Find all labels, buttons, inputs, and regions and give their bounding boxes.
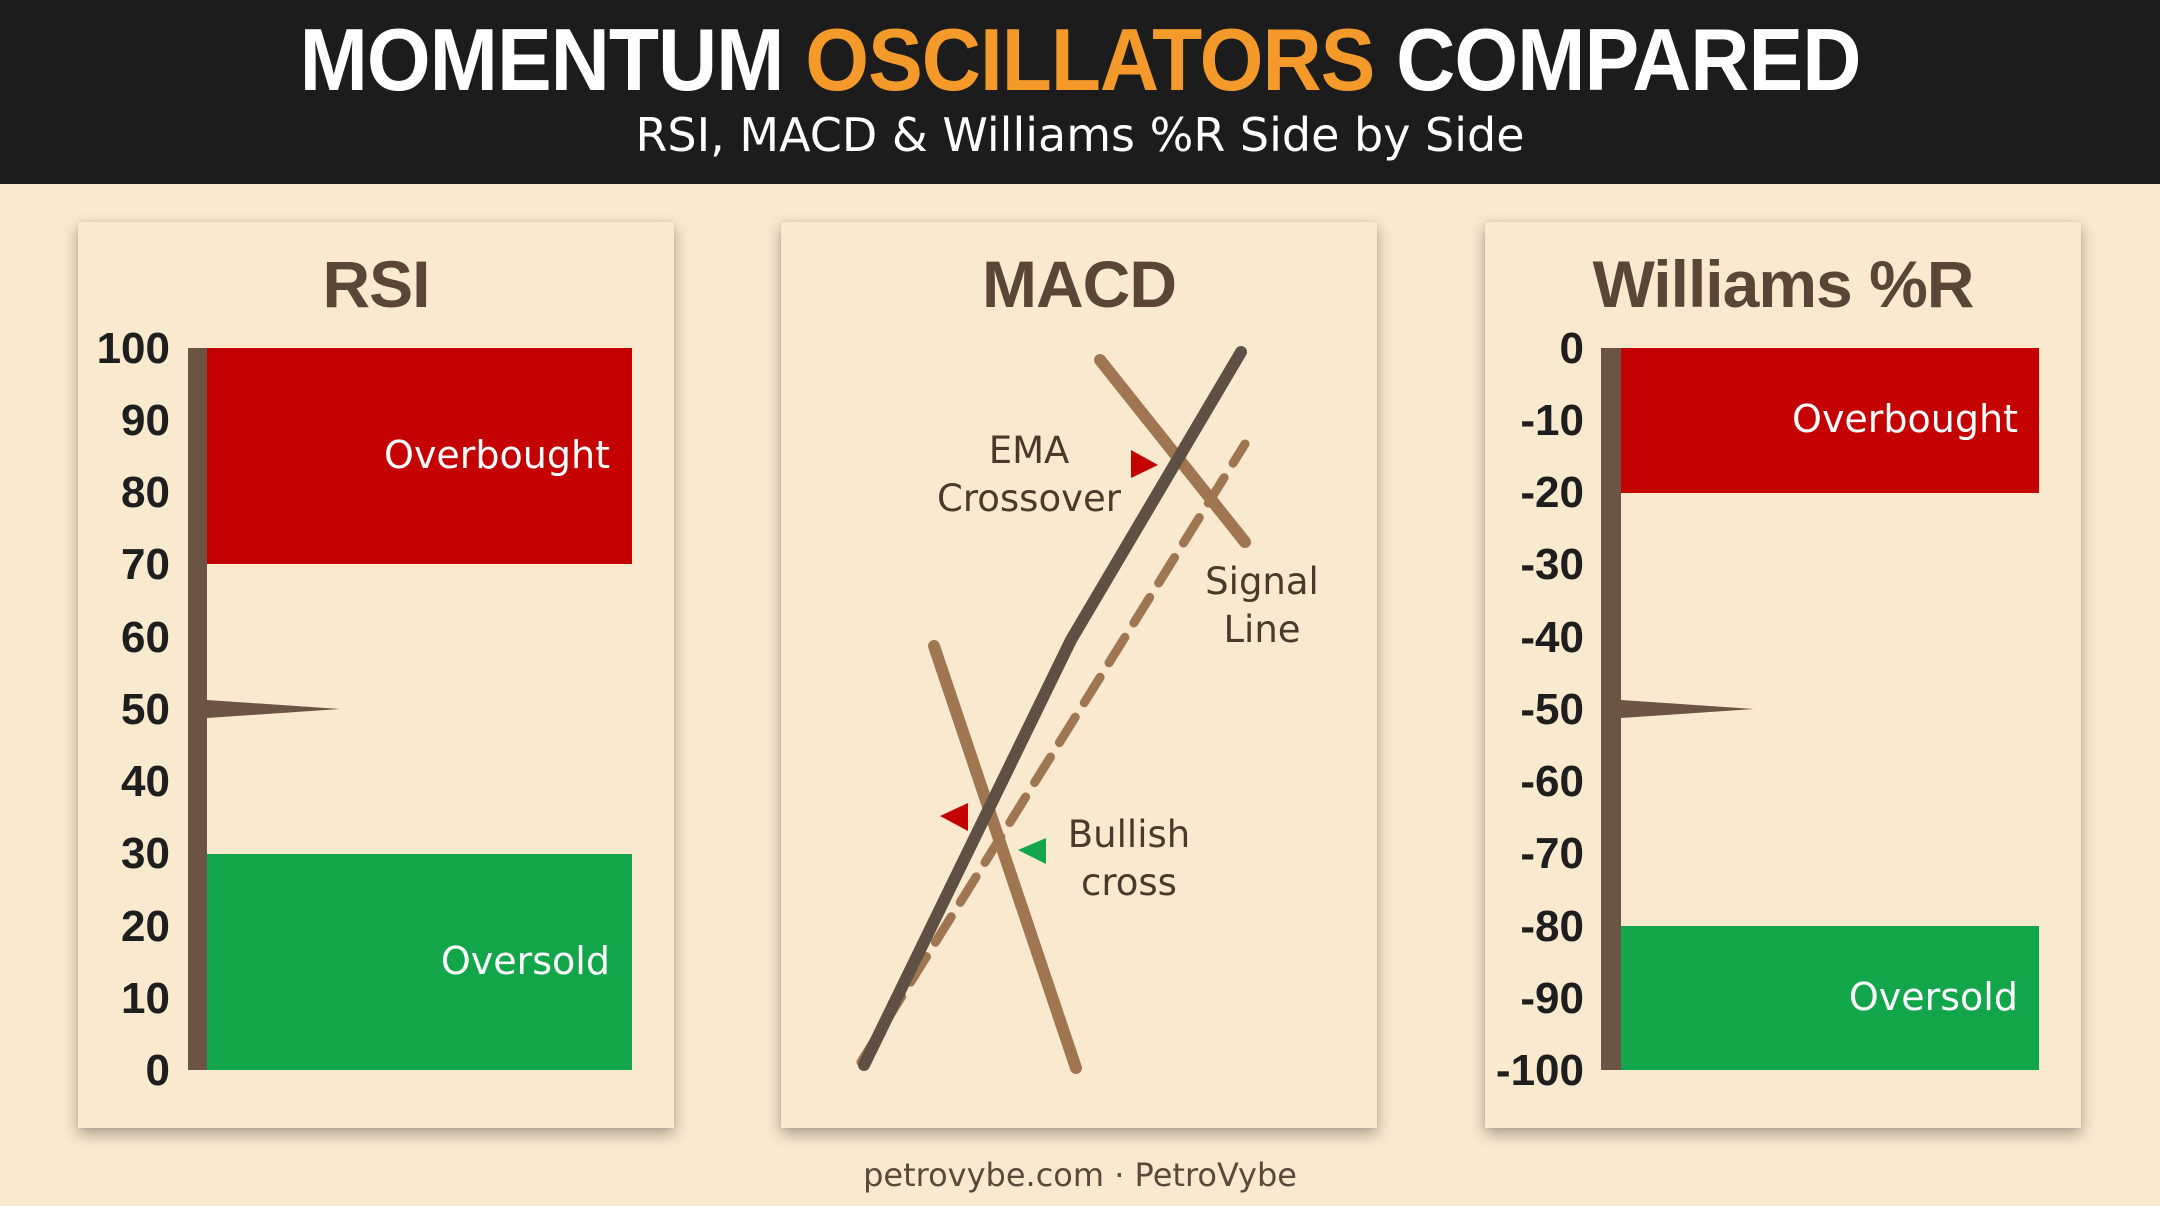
ema-crossover-label-line1: EMA xyxy=(989,429,1070,472)
page-title: MOMENTUM OSCILLATORS COMPARED xyxy=(0,10,2160,112)
williams-r-tick-label: -20 xyxy=(1520,468,1584,517)
williams-r-tick-label: -40 xyxy=(1520,613,1584,662)
bullish-cross-label-line1: Bullish xyxy=(1068,813,1190,856)
williams-r-tick-label: -100 xyxy=(1496,1046,1584,1095)
bullish-cross-marker xyxy=(1018,838,1046,864)
header-banner: MOMENTUM OSCILLATORS COMPARED RSI, MACD … xyxy=(0,0,2160,184)
williams-r-axis-bar xyxy=(1601,348,1621,1070)
page-subtitle: RSI, MACD & Williams %R Side by Side xyxy=(635,108,1525,162)
macd-cross-line-upper xyxy=(1094,354,1251,548)
williams-r-tick-label: 0 xyxy=(1560,324,1584,373)
williams-r-tick-label: -90 xyxy=(1520,974,1584,1023)
rsi-overbought-zone xyxy=(207,348,632,564)
macd-line xyxy=(858,346,1247,1071)
footer-credit: petrovybe.com · PetroVybe xyxy=(863,1156,1297,1194)
williams-r-tick-label: -30 xyxy=(1520,540,1584,589)
macd-cross-line-lower xyxy=(928,640,1082,1074)
rsi-tick-label: 50 xyxy=(121,685,170,734)
williams-r-midline-pointer xyxy=(1621,700,1754,718)
rsi-tick-label: 0 xyxy=(146,1046,170,1095)
ema-crossover-marker xyxy=(1131,450,1158,478)
rsi-tick-label: 10 xyxy=(121,974,170,1023)
williams-r-overbought-label: Overbought xyxy=(1792,397,2018,441)
williams-r-tick-label: -70 xyxy=(1520,829,1584,878)
macd-panel-title: MACD xyxy=(982,247,1177,321)
lower-crossover-marker xyxy=(940,803,968,831)
williams-r-tick-label: -10 xyxy=(1520,396,1584,445)
macd-diagram: EMA Crossover Signal Line Bullish cross xyxy=(856,346,1319,1074)
rsi-tick-label: 70 xyxy=(121,540,170,589)
williams-r-gauge: Overbought Oversold 0 -10 -20 -30 -40 -5… xyxy=(1496,324,2039,1095)
williams-r-tick-label: -50 xyxy=(1520,685,1584,734)
rsi-tick-label: 40 xyxy=(121,757,170,806)
williams-r-overbought-zone xyxy=(1621,348,2039,493)
macd-panel: MACD EMA Crossover Signal Line Bullish c… xyxy=(781,222,1377,1128)
title-accent: OSCILLATORS xyxy=(805,11,1375,110)
signal-line-label-line1: Signal xyxy=(1205,560,1319,603)
rsi-tick-label: 80 xyxy=(121,468,170,517)
rsi-tick-label: 30 xyxy=(121,829,170,878)
rsi-panel: RSI Overbought Oversold 100 90 80 70 60 … xyxy=(78,222,674,1128)
signal-line-label-line2: Line xyxy=(1223,608,1300,651)
williams-r-tick-label: -80 xyxy=(1520,902,1584,951)
rsi-panel-title: RSI xyxy=(322,247,430,321)
williams-r-panel: Williams %R Overbought Oversold 0 -10 -2… xyxy=(1485,222,2081,1128)
title-part-2: COMPARED xyxy=(1396,11,1861,110)
rsi-oversold-zone xyxy=(207,854,632,1070)
rsi-oversold-label: Oversold xyxy=(441,939,610,983)
williams-r-oversold-label: Oversold xyxy=(1849,975,2018,1019)
rsi-tick-label: 100 xyxy=(97,324,170,373)
bullish-cross-label-line2: cross xyxy=(1081,861,1177,904)
title-part-1: MOMENTUM xyxy=(299,11,785,110)
rsi-tick-label: 90 xyxy=(121,396,170,445)
williams-r-panel-title: Williams %R xyxy=(1592,247,1975,321)
rsi-midline-pointer xyxy=(207,700,340,718)
williams-r-tick-label: -60 xyxy=(1520,757,1584,806)
williams-r-oversold-zone xyxy=(1621,926,2039,1070)
ema-crossover-label-line2: Crossover xyxy=(937,477,1122,520)
rsi-axis-bar xyxy=(188,348,207,1070)
rsi-overbought-label: Overbought xyxy=(384,433,610,477)
rsi-tick-label: 20 xyxy=(121,902,170,951)
rsi-gauge: Overbought Oversold 100 90 80 70 60 50 4… xyxy=(97,324,632,1095)
signal-line xyxy=(856,439,1250,1067)
rsi-tick-label: 60 xyxy=(121,613,170,662)
